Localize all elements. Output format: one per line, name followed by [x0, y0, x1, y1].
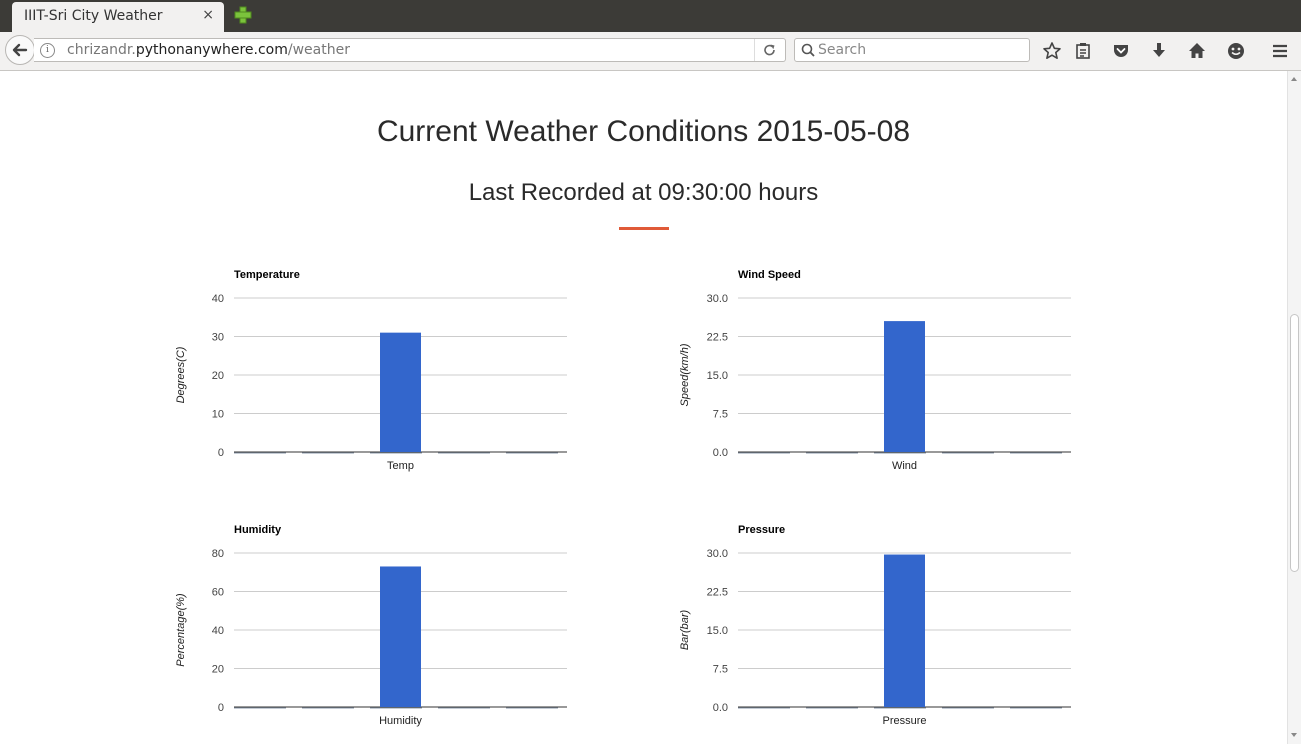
y-tick-label: 20 — [212, 664, 224, 676]
y-tick-label: 22.5 — [707, 332, 728, 344]
y-tick-label: 15.0 — [707, 625, 728, 637]
y-tick-label: 7.5 — [713, 409, 728, 421]
reload-icon — [764, 44, 775, 56]
bar — [884, 554, 925, 707]
search-bar[interactable]: Search — [794, 38, 1030, 62]
y-tick-label: 40 — [212, 625, 224, 637]
back-icon — [12, 43, 28, 57]
chart-title: Wind Speed — [738, 269, 801, 281]
y-tick-label: 0 — [218, 702, 224, 714]
download-icon[interactable] — [1149, 41, 1169, 61]
chart-title: Pressure — [738, 524, 785, 536]
reload-button[interactable] — [754, 39, 785, 61]
page-title: Current Weather Conditions 2015-05-08 — [376, 115, 911, 148]
browser-tab[interactable]: IIIT-Sri City Weather × — [12, 2, 224, 32]
page-content: Current Weather Conditions 2015-05-08 La… — [0, 71, 1287, 744]
page-subtitle: Last Recorded at 09:30:00 hours — [468, 179, 819, 206]
chart-title: Humidity — [234, 524, 282, 536]
pocket-icon[interactable] — [1111, 41, 1131, 61]
bar — [380, 332, 421, 452]
y-tick-label: 30.0 — [707, 293, 728, 305]
y-axis-label: Percentage(%) — [175, 593, 187, 667]
x-category-label: Pressure — [882, 715, 926, 727]
x-category-label: Temp — [387, 460, 414, 472]
y-tick-label: 80 — [212, 548, 224, 560]
pressure-chart: Pressure Bar(bar) 0.0 7.5 15.0 22.5 30.0 Pressu… — [674, 517, 1134, 747]
y-tick-label: 15.0 — [707, 370, 728, 382]
reading-list-icon[interactable] — [1073, 41, 1093, 61]
wind-speed-chart-svg: Wind Speed Speed(km/h) 0.0 7.5 15.0 22.5 30.0 W… — [679, 269, 1071, 472]
scroll-down-icon[interactable] — [1288, 729, 1300, 741]
y-tick-label: 30.0 — [707, 548, 728, 560]
y-tick-label: 22.5 — [707, 587, 728, 599]
scrollbar-thumb[interactable] — [1290, 314, 1299, 572]
info-icon[interactable]: i — [40, 43, 55, 58]
url-text: chrizandr.pythonanywhere.com/weather — [67, 42, 350, 58]
search-placeholder: Search — [818, 42, 867, 58]
new-tab-icon[interactable] — [233, 5, 253, 25]
y-tick-label: 0.0 — [713, 447, 728, 459]
home-icon[interactable] — [1187, 41, 1207, 61]
bar — [380, 566, 421, 707]
y-tick-label: 30 — [212, 332, 224, 344]
y-tick-label: 60 — [212, 587, 224, 599]
url-path: /weather — [287, 42, 350, 58]
smiley-icon[interactable] — [1226, 41, 1246, 61]
temperature-chart: Temperature Degrees(C) 0 10 20 30 40 Temp — [170, 262, 630, 492]
tab-strip: IIIT-Sri City Weather × — [0, 0, 1301, 32]
y-tick-label: 0 — [218, 447, 224, 459]
url-bar[interactable]: i chrizandr.pythonanywhere.com/weather — [34, 38, 786, 62]
search-icon — [801, 43, 815, 57]
y-tick-label: 20 — [212, 370, 224, 382]
scroll-up-icon[interactable] — [1288, 73, 1300, 85]
humidity-chart-svg: Humidity Percentage(%) 0 20 40 60 80 Humidity — [175, 524, 567, 727]
y-tick-label: 10 — [212, 409, 224, 421]
url-host-prefix: chrizandr. — [67, 42, 136, 58]
navigation-toolbar: i chrizandr.pythonanywhere.com/weather S… — [0, 32, 1301, 71]
vertical-scrollbar[interactable] — [1287, 71, 1301, 744]
y-axis-label: Speed(km/h) — [679, 343, 691, 406]
menu-icon[interactable] — [1270, 41, 1290, 61]
url-host: pythonanywhere.com — [135, 42, 288, 58]
bookmark-star-icon[interactable] — [1042, 41, 1062, 61]
x-category-label: Wind — [892, 460, 917, 472]
y-axis-label: Bar(bar) — [679, 609, 691, 650]
y-tick-label: 0.0 — [713, 702, 728, 714]
close-tab-icon[interactable]: × — [202, 7, 214, 23]
back-button[interactable] — [5, 35, 35, 65]
accent-divider — [619, 227, 669, 230]
pressure-chart-svg: Pressure Bar(bar) 0.0 7.5 15.0 22.5 30.0 Pressu… — [679, 524, 1071, 727]
y-axis-label: Degrees(C) — [175, 346, 187, 403]
chart-title: Temperature — [234, 269, 300, 281]
bar — [884, 321, 925, 452]
y-tick-label: 7.5 — [713, 664, 728, 676]
x-category-label: Humidity — [379, 715, 422, 727]
humidity-chart: Humidity Percentage(%) 0 20 40 60 80 Humidity — [170, 517, 630, 747]
tab-title: IIIT-Sri City Weather — [24, 8, 163, 24]
y-tick-label: 40 — [212, 293, 224, 305]
wind-speed-chart: Wind Speed Speed(km/h) 0.0 7.5 15.0 22.5 30.0 W… — [674, 262, 1134, 492]
temperature-chart-svg: Temperature Degrees(C) 0 10 20 30 40 Temp — [175, 269, 567, 472]
